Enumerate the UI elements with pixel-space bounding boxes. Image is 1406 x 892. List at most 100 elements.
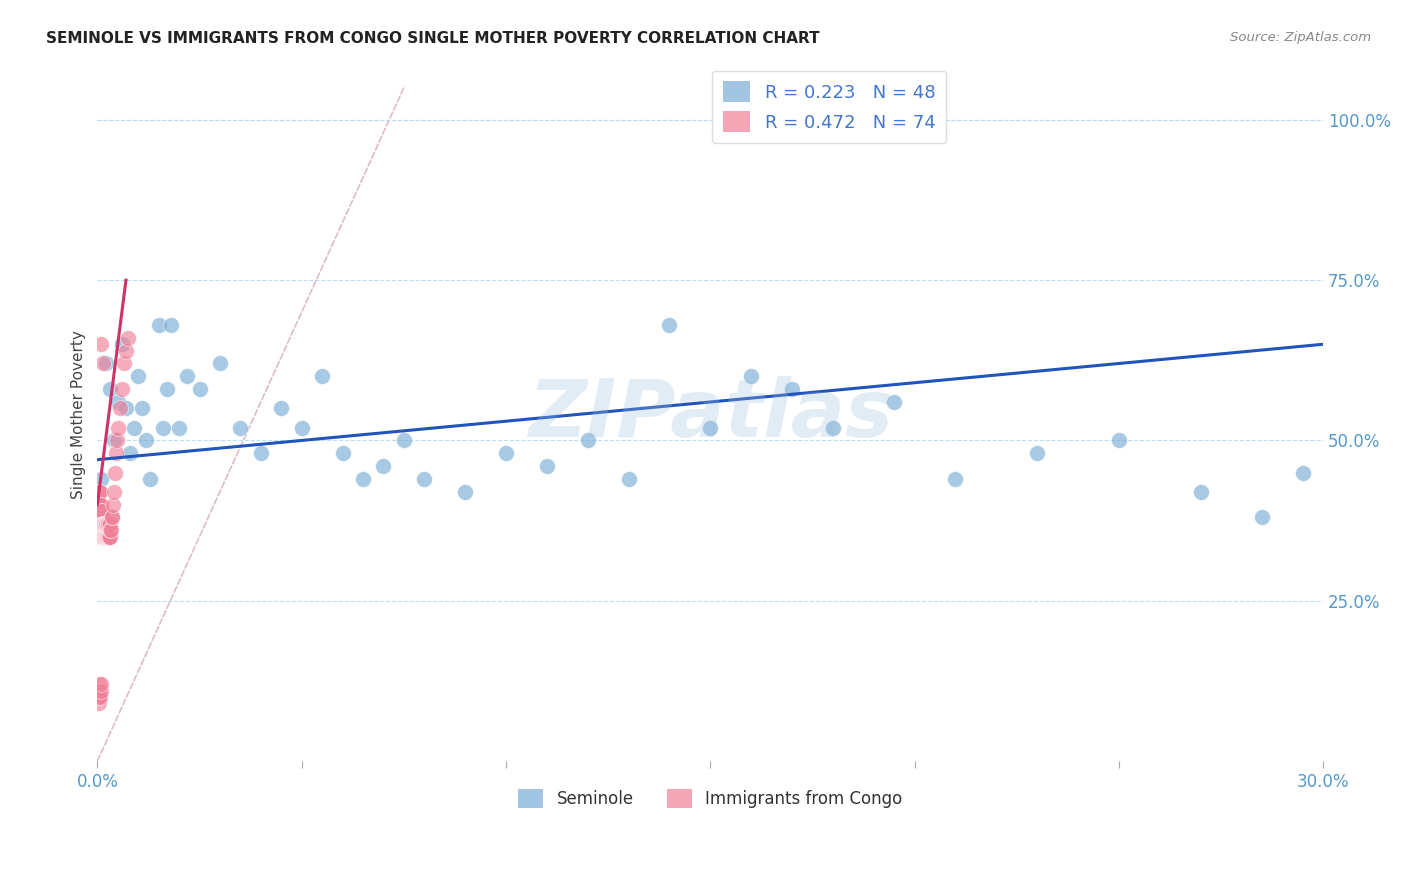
Point (94, 357, 117, 371)
Point (87, 690, 110, 704)
Point (617, 472, 640, 486)
Legend: Seminole, Immigrants from Congo: Seminole, Immigrants from Congo (512, 782, 910, 815)
Point (93, 516, 115, 531)
Point (93, 530, 115, 544)
Point (107, 420, 129, 434)
Point (94, 516, 117, 531)
Point (87, 498, 110, 512)
Point (89, 523, 111, 537)
Point (101, 510, 124, 524)
Point (332, 446, 354, 460)
Point (1250, 510, 1272, 524)
Point (188, 382, 211, 396)
Point (89, 484, 111, 499)
Point (89, 677, 111, 691)
Point (699, 420, 721, 434)
Point (740, 369, 762, 384)
Point (1189, 484, 1212, 499)
Point (94, 530, 117, 544)
Point (89, 510, 111, 524)
Point (117, 331, 139, 345)
Point (93, 516, 115, 531)
Point (90, 530, 112, 544)
Point (1026, 446, 1049, 460)
Point (373, 459, 395, 474)
Point (91, 530, 114, 544)
Point (100, 523, 122, 537)
Point (1108, 434, 1130, 448)
Point (249, 446, 271, 460)
Point (93, 530, 115, 544)
Point (90, 498, 112, 512)
Point (111, 337, 134, 351)
Point (104, 446, 127, 460)
Point (96, 530, 118, 544)
Point (413, 472, 436, 486)
Point (90, 472, 112, 486)
Point (105, 434, 128, 448)
Point (90, 516, 112, 531)
Text: SEMINOLE VS IMMIGRANTS FROM CONGO SINGLE MOTHER POVERTY CORRELATION CHART: SEMINOLE VS IMMIGRANTS FROM CONGO SINGLE… (46, 31, 820, 46)
Point (90, 683, 112, 698)
Point (98, 516, 121, 531)
Y-axis label: Single Mother Poverty: Single Mother Poverty (72, 330, 86, 500)
Point (112, 357, 135, 371)
Point (91, 516, 114, 531)
Point (91, 504, 114, 518)
Point (90, 504, 112, 518)
Point (97, 516, 120, 531)
Point (87, 510, 110, 524)
Point (115, 401, 138, 416)
Point (90, 530, 112, 544)
Point (96, 530, 118, 544)
Point (658, 318, 681, 332)
Point (90, 337, 112, 351)
Point (108, 401, 131, 416)
Point (135, 434, 157, 448)
Text: Source: ZipAtlas.com: Source: ZipAtlas.com (1230, 31, 1371, 45)
Point (111, 382, 134, 396)
Point (93, 516, 115, 531)
Point (96, 516, 118, 531)
Point (93, 357, 115, 371)
Point (311, 369, 333, 384)
Point (94, 516, 117, 531)
Point (90, 523, 112, 537)
Point (91, 530, 114, 544)
Point (91, 516, 114, 531)
Point (208, 357, 231, 371)
Point (780, 382, 803, 396)
Point (103, 434, 125, 448)
Point (454, 484, 477, 499)
Point (93, 516, 115, 531)
Point (93, 530, 115, 544)
Point (1292, 466, 1315, 480)
Point (90, 498, 112, 512)
Point (107, 395, 129, 409)
Point (115, 343, 138, 358)
Point (94, 516, 117, 531)
Point (98, 530, 121, 544)
Point (94, 530, 117, 544)
Point (91, 516, 114, 531)
Point (90, 510, 112, 524)
Point (87, 484, 110, 499)
Point (90, 677, 112, 691)
Point (87, 510, 110, 524)
Point (87, 690, 110, 704)
Point (89, 690, 111, 704)
Point (93, 530, 115, 544)
Point (89, 484, 111, 499)
Point (139, 472, 162, 486)
Point (392, 434, 415, 448)
Point (89, 683, 111, 698)
Point (90, 523, 112, 537)
Point (100, 523, 122, 537)
Point (89, 498, 111, 512)
Point (229, 420, 252, 434)
Point (97, 530, 120, 544)
Point (89, 498, 111, 512)
Point (97, 530, 120, 544)
Text: ZIPatlas: ZIPatlas (527, 376, 893, 454)
Point (270, 401, 292, 416)
